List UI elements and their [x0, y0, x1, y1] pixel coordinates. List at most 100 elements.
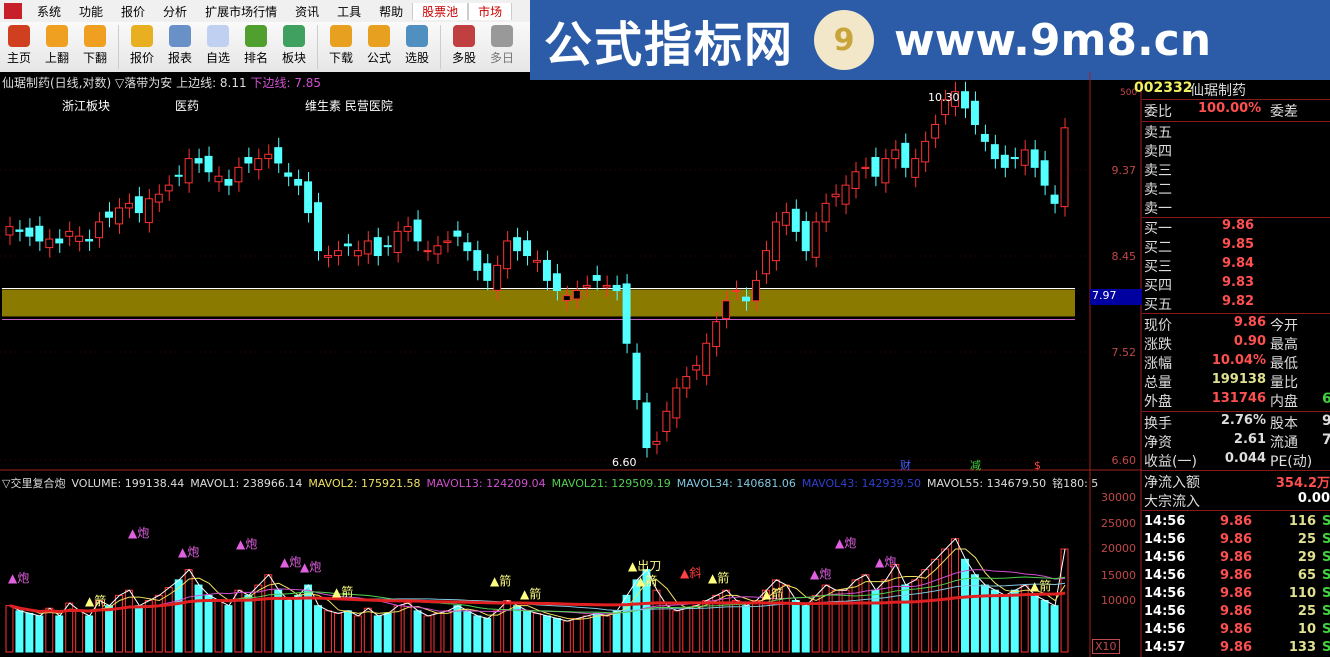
fund-label: 收益(一)	[1144, 454, 1197, 470]
divider	[1142, 313, 1330, 314]
candle	[891, 149, 900, 160]
menu-item[interactable]: 扩展市场行情	[205, 4, 278, 19]
toolbar-button[interactable]: 下翻	[76, 25, 114, 66]
quote-label: 外盘	[1144, 394, 1172, 410]
volume-bar	[961, 558, 969, 653]
candle	[144, 198, 153, 224]
tick-time: 14:56	[1144, 568, 1186, 583]
tick-side: S	[1322, 514, 1330, 529]
candle	[343, 243, 352, 247]
signal-label: ▲箭	[85, 593, 106, 608]
banner-title: 公式指标网	[544, 17, 795, 73]
buy-price: 9.84	[1222, 256, 1255, 271]
menu-item[interactable]: 报价	[121, 4, 146, 19]
toolbar-button[interactable]: 板块	[275, 25, 313, 66]
fund-value: 7.	[1322, 432, 1330, 448]
sell-level-label: 卖三	[1144, 163, 1172, 179]
toolbar-button[interactable]: 多股	[445, 25, 483, 66]
candle	[831, 193, 840, 198]
quote-value: 0.90	[1233, 334, 1266, 349]
tick-volume: 110	[1288, 586, 1316, 601]
volume-bar	[105, 605, 113, 653]
fund-value: 0.044	[1224, 451, 1266, 466]
signal-label: ▲箭	[520, 586, 541, 601]
volume-bar	[25, 612, 34, 653]
quote-value: 6	[1322, 391, 1330, 407]
tick-side: S	[1322, 586, 1330, 601]
toolbar-button[interactable]: 报价	[123, 25, 161, 66]
tick-volume: 25	[1297, 604, 1316, 619]
toolbar: 主页 上翻 下翻 报价 报表 自选 排名 板块 下载 公式 选股 多股 多日	[0, 22, 540, 72]
fund-label: 换手	[1144, 416, 1172, 432]
candle	[124, 202, 133, 209]
volume-bar	[55, 615, 64, 653]
buy-level-label: 买三	[1144, 259, 1172, 275]
rank-icon	[245, 25, 267, 47]
volume-bar	[801, 605, 810, 653]
toolbar-button[interactable]: 上翻	[38, 25, 76, 66]
candle	[921, 140, 930, 163]
tick-price: 9.86	[1220, 514, 1253, 529]
candle	[970, 100, 979, 125]
candle	[314, 202, 323, 252]
divider	[1142, 217, 1330, 218]
upper-line-value: 上边线: 8.11	[176, 76, 247, 90]
yen-icon	[131, 25, 153, 47]
candle	[851, 171, 860, 189]
mavol55-line	[9, 591, 1066, 614]
tick-price: 9.86	[1220, 586, 1253, 601]
menu-item[interactable]: 工具	[337, 4, 362, 19]
toolbar-button[interactable]: 排名	[237, 25, 275, 66]
menu-item[interactable]: 股票池	[412, 2, 469, 20]
candle	[75, 235, 84, 242]
toolbar-button[interactable]: 报表	[161, 25, 199, 66]
tick-side: S	[1322, 622, 1330, 637]
candle	[184, 158, 193, 184]
volume-bar	[692, 605, 701, 653]
menu-item[interactable]: 功能	[79, 4, 104, 19]
volume-bar	[990, 589, 999, 653]
menu-item[interactable]: 市场	[468, 2, 513, 20]
quote-value: 131746	[1211, 391, 1266, 406]
toolbar-button[interactable]: 公式	[360, 25, 398, 66]
indicator-value: VOLUME: 199138.44	[71, 477, 185, 490]
download-icon	[330, 25, 352, 47]
buy-level-label: 买四	[1144, 278, 1172, 294]
toolbar-divider	[440, 25, 441, 69]
menu-item[interactable]: 资讯	[295, 4, 320, 19]
volume-tick: 25000	[1101, 517, 1136, 530]
menu-bar: 系统 功能 报价 分析 扩展市场行情 资讯 工具 帮助 股票池 市场	[0, 0, 540, 22]
toolbar-button[interactable]: 自选	[199, 25, 237, 66]
signal-label: ▲箭	[636, 573, 657, 588]
tick-time: 14:56	[1144, 550, 1186, 565]
buy-level-label: 买五	[1144, 297, 1172, 313]
volume-bar	[931, 558, 940, 653]
toolbar-button[interactable]: 选股	[398, 25, 436, 66]
weicha-label: 委差	[1270, 104, 1298, 120]
volume-bar	[513, 605, 522, 653]
candle	[751, 279, 760, 302]
menu-item[interactable]: 系统	[37, 4, 62, 19]
toolbar-button[interactable]: 下载	[322, 25, 360, 66]
toolbar-button[interactable]: 多日	[483, 25, 521, 66]
candle	[980, 133, 989, 142]
candle	[134, 196, 143, 214]
candle	[931, 123, 940, 139]
volume-bar	[841, 589, 850, 653]
volume-bar	[413, 610, 422, 653]
candle	[961, 91, 969, 109]
candle	[164, 184, 173, 192]
volume-bar	[224, 605, 233, 653]
fund-value: 2.61	[1233, 432, 1266, 447]
candle	[95, 221, 104, 239]
menu-item[interactable]: 分析	[163, 4, 188, 19]
volume-bar	[244, 594, 253, 653]
menu-item[interactable]: 帮助	[379, 4, 404, 19]
tick-side: S	[1322, 640, 1330, 655]
candle	[652, 440, 661, 445]
candle	[373, 237, 382, 257]
candle	[990, 144, 999, 160]
tick-price: 9.86	[1220, 532, 1253, 547]
toolbar-button[interactable]: 主页	[0, 25, 38, 66]
kline-chart[interactable]: ▲炮▲炮▲炮▲炮▲炮▲炮▲箭▲箭▲箭▲箭▲出刀▲箭▲斜 ▲箭▲箭▲炮▲炮▲炮▲箭1…	[0, 0, 1142, 657]
